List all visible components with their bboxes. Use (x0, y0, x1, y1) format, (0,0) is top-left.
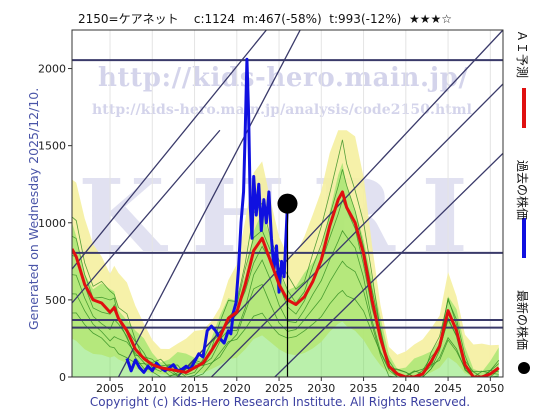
forecast-band-inner (72, 162, 499, 377)
x-tick-label: 2015 (181, 382, 209, 395)
y-tick-label: 0 (59, 371, 66, 384)
latest-price-point (277, 193, 298, 214)
x-tick-label: 2040 (392, 382, 420, 395)
y-tick-label: 2000 (38, 63, 66, 76)
x-tick-label: 2010 (138, 382, 166, 395)
trend-channel-line (72, 129, 221, 304)
x-tick-label: 2045 (434, 382, 462, 395)
chart-header: 2150=ケアネット c:1124 m:467(-58%) t:993(-12%… (78, 12, 452, 26)
legend-label-latest-price: 最新の株価 (515, 290, 529, 351)
y-tick-label: 500 (45, 294, 66, 307)
plot-frame (71, 29, 504, 378)
y-tick-label: 1500 (38, 140, 66, 153)
x-tick-label: 2035 (350, 382, 378, 395)
legend-label-past-price: 過去の株価 (515, 160, 529, 221)
x-tick-label: 2005 (96, 382, 124, 395)
plot-area: KHRIhttp://kids-hero.main.jp/http://kids… (72, 30, 503, 377)
x-tick-label: 2025 (265, 382, 293, 395)
forecast-scenario-line (72, 198, 500, 377)
watermark-url: http://kids-hero.main.jp/ (98, 63, 469, 93)
trend-channel-line (274, 152, 503, 377)
legend-label-ai-forecast: ＡＩ予測 (515, 30, 529, 79)
forecast-scenario-line (72, 229, 500, 377)
watermark-analysis-url: http://kids-hero.main.jp/analysis/code21… (92, 102, 472, 118)
trend-channel-line (72, 30, 267, 270)
x-tick-label: 2050 (476, 382, 504, 395)
copyright-footer: Copyright (c) Kids-Hero Research Institu… (89, 395, 471, 409)
y-tick-label: 1000 (38, 217, 66, 230)
x-tick-label: 2020 (223, 382, 251, 395)
series-line-forecast (72, 190, 500, 377)
x-tick-label: 2030 (307, 382, 335, 395)
legend-swatch-latest-price (518, 362, 530, 374)
